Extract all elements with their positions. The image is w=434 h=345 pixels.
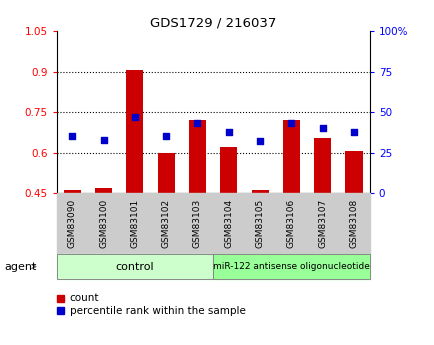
Point: [225, 129, 232, 134]
Bar: [220, 147, 237, 193]
Text: GSM83106: GSM83106: [286, 199, 295, 248]
Bar: [345, 151, 362, 193]
Title: GDS1729 / 216037: GDS1729 / 216037: [150, 17, 276, 30]
Point: [350, 129, 357, 134]
Bar: [251, 190, 268, 193]
Bar: [95, 188, 112, 193]
Text: GSM83104: GSM83104: [224, 199, 233, 248]
Text: GSM83105: GSM83105: [255, 199, 264, 248]
Point: [131, 114, 138, 120]
Text: percentile rank within the sample: percentile rank within the sample: [69, 306, 245, 315]
Point: [256, 139, 263, 144]
Text: GSM83103: GSM83103: [193, 199, 201, 248]
Text: GSM83101: GSM83101: [130, 199, 139, 248]
Bar: [63, 190, 81, 193]
Text: GSM83102: GSM83102: [161, 199, 170, 248]
Point: [162, 134, 169, 139]
Point: [69, 134, 76, 139]
Bar: [157, 152, 174, 193]
Text: miR-122 antisense oligonucleotide: miR-122 antisense oligonucleotide: [213, 262, 369, 271]
Point: [100, 137, 107, 142]
Text: GSM83100: GSM83100: [99, 199, 108, 248]
Text: GSM83108: GSM83108: [349, 199, 358, 248]
Text: agent: agent: [4, 262, 36, 272]
Text: GSM83090: GSM83090: [68, 199, 76, 248]
Bar: [282, 120, 299, 193]
Bar: [188, 120, 206, 193]
Bar: [126, 70, 143, 193]
Text: count: count: [69, 294, 99, 303]
Point: [194, 121, 201, 126]
Point: [319, 126, 326, 131]
Bar: [313, 138, 331, 193]
Point: [287, 121, 294, 126]
Text: GSM83107: GSM83107: [318, 199, 326, 248]
Text: control: control: [115, 262, 154, 272]
